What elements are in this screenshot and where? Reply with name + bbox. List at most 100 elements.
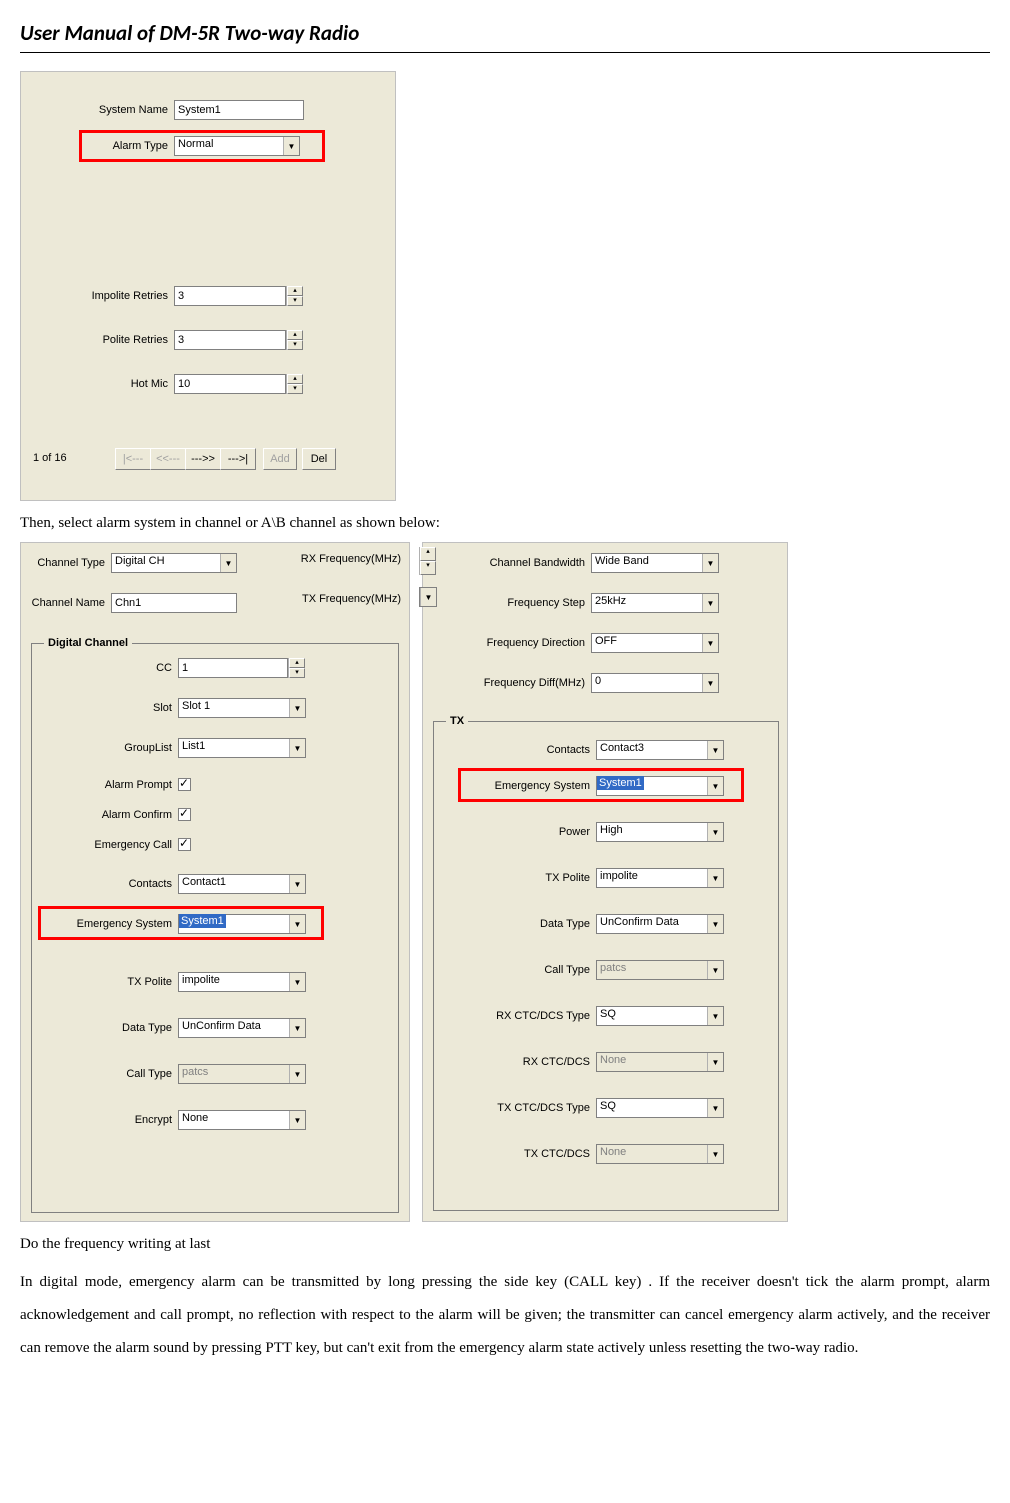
nav-last-button[interactable]: --->| bbox=[220, 448, 256, 470]
calltype-l-dropdown: patcs▼ bbox=[178, 1064, 306, 1084]
datatype-l-dropdown[interactable]: UnConfirm Data▼ bbox=[178, 1018, 306, 1038]
chevron-down-icon[interactable]: ▼ bbox=[707, 1099, 723, 1117]
datatype-r-label: Data Type bbox=[454, 918, 590, 930]
freq-spinner[interactable]: ▴▾ bbox=[419, 547, 436, 575]
diff-value: 0 bbox=[592, 674, 702, 692]
datatype-l-value: UnConfirm Data bbox=[179, 1019, 289, 1037]
rx-freq-label: RX Frequency(MHz) bbox=[261, 553, 401, 565]
txpolite-r-label: TX Polite bbox=[454, 872, 590, 884]
chevron-down-icon[interactable]: ▼ bbox=[702, 634, 718, 652]
emergency-system-r-dropdown[interactable]: System1 ▼ bbox=[596, 776, 724, 796]
chevron-down-icon[interactable]: ▼ bbox=[707, 869, 723, 887]
emergency-system-r-value: System1 bbox=[597, 777, 707, 795]
power-dropdown[interactable]: High▼ bbox=[596, 822, 724, 842]
add-button[interactable]: Add bbox=[263, 448, 297, 470]
partial-dropdown[interactable]: ▼ bbox=[419, 587, 437, 607]
system-name-input[interactable] bbox=[174, 100, 304, 120]
chevron-down-icon[interactable]: ▼ bbox=[707, 915, 723, 933]
impolite-spinner[interactable]: ▴▾ bbox=[286, 286, 303, 306]
body-p2: In digital mode, emergency alarm can be … bbox=[20, 1266, 990, 1365]
chevron-down-icon[interactable]: ▼ bbox=[702, 554, 718, 572]
cc-spinner[interactable]: ▴▾ bbox=[288, 658, 305, 678]
nav-first-button[interactable]: |<--- bbox=[115, 448, 151, 470]
txpolite-l-label: TX Polite bbox=[72, 976, 172, 988]
contacts-r-dropdown[interactable]: Contact3▼ bbox=[596, 740, 724, 760]
txctctype-dropdown[interactable]: SQ▼ bbox=[596, 1098, 724, 1118]
alarm-confirm-label: Alarm Confirm bbox=[72, 809, 172, 821]
polite-input[interactable] bbox=[174, 330, 286, 350]
rxctc-value: None bbox=[597, 1053, 707, 1071]
hotmic-label: Hot Mic bbox=[61, 378, 168, 390]
grouplist-dropdown[interactable]: List1▼ bbox=[178, 738, 306, 758]
txpolite-l-dropdown[interactable]: impolite▼ bbox=[178, 972, 306, 992]
impolite-label: Impolite Retries bbox=[61, 290, 168, 302]
chevron-down-icon[interactable]: ▼ bbox=[289, 699, 305, 717]
calltype-r-dropdown: patcs▼ bbox=[596, 960, 724, 980]
hotmic-spinner[interactable]: ▴▾ bbox=[286, 374, 303, 394]
rxctctype-dropdown[interactable]: SQ▼ bbox=[596, 1006, 724, 1026]
encrypt-value: None bbox=[179, 1111, 289, 1129]
contacts-r-value: Contact3 bbox=[597, 741, 707, 759]
emergency-call-label: Emergency Call bbox=[72, 839, 172, 851]
direction-dropdown[interactable]: OFF▼ bbox=[591, 633, 719, 653]
datatype-r-value: UnConfirm Data bbox=[597, 915, 707, 933]
txpolite-r-dropdown[interactable]: impolite▼ bbox=[596, 868, 724, 888]
chevron-down-icon[interactable]: ▼ bbox=[289, 875, 305, 893]
encrypt-dropdown[interactable]: None▼ bbox=[178, 1110, 306, 1130]
hotmic-input[interactable] bbox=[174, 374, 286, 394]
chevron-down-icon[interactable]: ▼ bbox=[707, 1007, 723, 1025]
polite-spinner[interactable]: ▴▾ bbox=[286, 330, 303, 350]
slot-label: Slot bbox=[72, 702, 172, 714]
txpolite-r-value: impolite bbox=[597, 869, 707, 887]
chevron-down-icon[interactable]: ▼ bbox=[702, 674, 718, 692]
channel-type-dropdown[interactable]: Digital CH ▼ bbox=[111, 553, 237, 573]
slot-dropdown[interactable]: Slot 1▼ bbox=[178, 698, 306, 718]
chevron-down-icon[interactable]: ▼ bbox=[420, 588, 436, 606]
emergency-system-l-dropdown[interactable]: System1 ▼ bbox=[178, 914, 306, 934]
impolite-input[interactable] bbox=[174, 286, 286, 306]
emergency-call-checkbox[interactable] bbox=[178, 838, 191, 851]
step-label: Frequency Step bbox=[447, 597, 585, 609]
intertext: Then, select alarm system in channel or … bbox=[20, 515, 990, 532]
chevron-down-icon[interactable]: ▼ bbox=[283, 137, 299, 155]
direction-label: Frequency Direction bbox=[447, 637, 585, 649]
chevron-down-icon: ▼ bbox=[707, 1053, 723, 1071]
datatype-r-dropdown[interactable]: UnConfirm Data▼ bbox=[596, 914, 724, 934]
chevron-down-icon[interactable]: ▼ bbox=[289, 973, 305, 991]
chevron-down-icon[interactable]: ▼ bbox=[707, 741, 723, 759]
chevron-down-icon[interactable]: ▼ bbox=[220, 554, 236, 572]
nav-prev-button[interactable]: <<--- bbox=[150, 448, 186, 470]
step-value: 25kHz bbox=[592, 594, 702, 612]
chevron-down-icon[interactable]: ▼ bbox=[707, 823, 723, 841]
chevron-down-icon[interactable]: ▼ bbox=[289, 915, 305, 933]
alarm-confirm-checkbox[interactable] bbox=[178, 808, 191, 821]
alarm-prompt-checkbox[interactable] bbox=[178, 778, 191, 791]
channel-name-input[interactable] bbox=[111, 593, 237, 613]
chevron-down-icon[interactable]: ▼ bbox=[289, 1111, 305, 1129]
nav-next-button[interactable]: --->> bbox=[185, 448, 221, 470]
chevron-down-icon[interactable]: ▼ bbox=[289, 739, 305, 757]
step-dropdown[interactable]: 25kHz▼ bbox=[591, 593, 719, 613]
txctctype-label: TX CTC/DCS Type bbox=[454, 1102, 590, 1114]
tx-fieldset: TX Contacts Contact3▼ Emergency System S… bbox=[433, 721, 779, 1211]
chevron-down-icon[interactable]: ▼ bbox=[707, 777, 723, 795]
rxctctype-label: RX CTC/DCS Type bbox=[454, 1010, 590, 1022]
alarm-prompt-label: Alarm Prompt bbox=[72, 779, 172, 791]
contacts-l-dropdown[interactable]: Contact1▼ bbox=[178, 874, 306, 894]
del-button[interactable]: Del bbox=[302, 448, 336, 470]
chevron-down-icon[interactable]: ▼ bbox=[289, 1019, 305, 1037]
alarm-type-dropdown[interactable]: Normal ▼ bbox=[174, 136, 300, 156]
diff-label: Frequency Diff(MHz) bbox=[447, 677, 585, 689]
chevron-down-icon: ▼ bbox=[707, 1145, 723, 1163]
bandwidth-value: Wide Band bbox=[592, 554, 702, 572]
channel-name-label: Channel Name bbox=[25, 597, 105, 609]
polite-label: Polite Retries bbox=[61, 334, 168, 346]
rxctc-dropdown: None▼ bbox=[596, 1052, 724, 1072]
diff-dropdown[interactable]: 0▼ bbox=[591, 673, 719, 693]
channel-panels: Channel Type Digital CH ▼ RX Frequency(M… bbox=[20, 542, 990, 1222]
chevron-down-icon[interactable]: ▼ bbox=[702, 594, 718, 612]
txctc-label: TX CTC/DCS bbox=[454, 1148, 590, 1160]
cc-input[interactable] bbox=[178, 658, 288, 678]
bandwidth-dropdown[interactable]: Wide Band▼ bbox=[591, 553, 719, 573]
channel-left-panel: Channel Type Digital CH ▼ RX Frequency(M… bbox=[20, 542, 410, 1222]
